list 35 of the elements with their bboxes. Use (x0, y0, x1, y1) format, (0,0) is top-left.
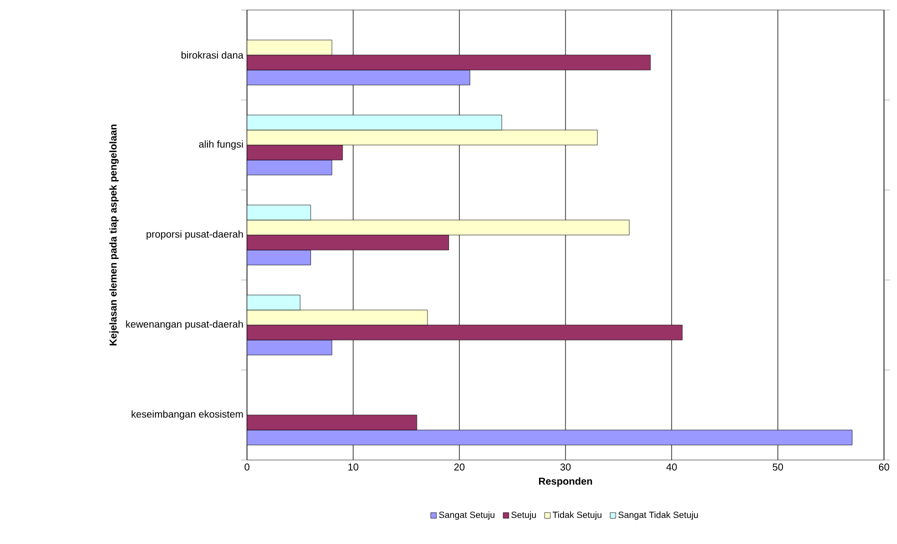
bar (247, 130, 598, 146)
x-tick-label: 0 (244, 464, 250, 471)
x-tick-label: 30 (560, 464, 571, 471)
y-tick-label: proporsi pusat-daerah (146, 230, 243, 240)
legend-label: Setuju (511, 511, 536, 520)
bar (247, 250, 311, 266)
y-tick-label: alih fungsi (199, 140, 243, 150)
bar (247, 114, 502, 130)
bar (247, 204, 311, 220)
bar (247, 430, 852, 446)
x-tick-label: 20 (454, 464, 464, 471)
x-tick-label: 10 (348, 464, 358, 471)
bar (247, 234, 449, 250)
bar (247, 294, 300, 310)
bar (247, 144, 343, 160)
x-tick-label: 50 (772, 464, 783, 471)
bar (247, 160, 332, 176)
y-tick-label: birokrasi dana (182, 51, 244, 59)
y-axis-title: Kejelasan elemen pada tiap aspek pengelolaan (109, 124, 119, 346)
legend-label: Sangat Tidak Setuju (618, 511, 698, 520)
bar (247, 40, 332, 56)
bar (247, 414, 418, 430)
legend-label: Tidak Setuju (552, 511, 602, 520)
x-axis-title: Responden (539, 477, 592, 487)
y-tick-label: kewenangan pusat-daerah (126, 320, 243, 330)
bar (247, 54, 651, 70)
bar (247, 324, 682, 340)
x-tick-label: 60 (878, 464, 890, 471)
bar (247, 310, 428, 326)
x-tick-label: 40 (666, 464, 677, 471)
legend-label: Sangat Setuju (439, 511, 494, 520)
bar (247, 220, 630, 236)
y-tick-label: keseimbangan ekosistem (132, 410, 243, 420)
bar (247, 70, 470, 86)
bar (247, 340, 332, 356)
